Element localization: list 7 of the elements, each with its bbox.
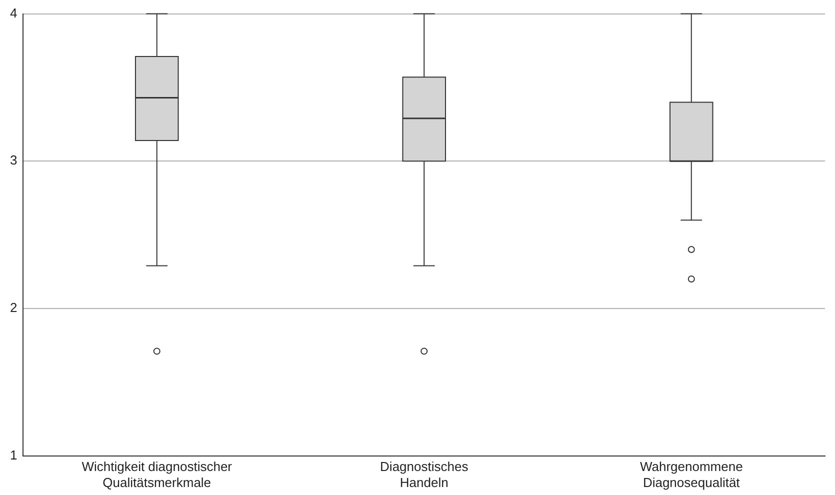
y-tick-label: 4	[10, 5, 18, 20]
y-tick-label: 3	[10, 152, 18, 168]
y-tick-label: 2	[10, 300, 18, 316]
x-tick-label: Wahrgenommene Diagnosequalität	[640, 459, 743, 490]
x-tick-label: Diagnostisches Handeln	[380, 459, 469, 490]
x-tick-label: Wichtigkeit diagnostischer Qualitätsmerkmale	[82, 459, 233, 490]
y-tick-label: 1	[10, 447, 18, 462]
